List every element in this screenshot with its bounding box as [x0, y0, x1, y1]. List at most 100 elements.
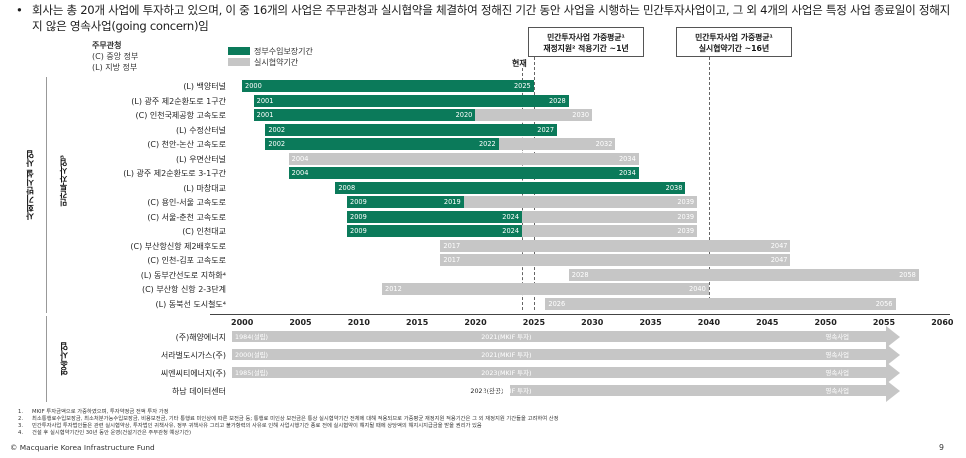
bar-guarantee: 2001 2028	[253, 94, 569, 107]
bar-start-year: 2001	[256, 111, 274, 119]
project-label: (L) 수정산터널	[175, 125, 226, 135]
footnote-4: 4. 건설 후 실시협약기간인 30년 동안 운영(건설기간은 주무관청 예상기간…	[18, 430, 192, 436]
project-label: (L) 동부간선도로 지하화⁴	[140, 270, 226, 280]
bar-start-year: 2017	[443, 256, 461, 264]
legend-gray-swatch	[228, 58, 250, 66]
legend-authority-l: (L) 지방 정부	[92, 63, 138, 72]
callout-concession-period: 민간투자사업 가중평균¹ 실시협약기간 ~16년	[676, 27, 792, 57]
x-axis-tick-label: 2010	[347, 318, 370, 327]
bar-guarantee-end-year: 2024	[502, 227, 520, 235]
header-text: • 회사는 총 20개 사업에 투자하고 있으며, 이 중 16개의 사업은 주…	[14, 2, 959, 34]
bar-start-year: 2009	[350, 212, 367, 221]
project-label: (L) 백양터널	[183, 82, 226, 91]
going-concern-text: 영속사업	[825, 333, 850, 341]
sector-bracket-going	[46, 316, 47, 402]
bar-guarantee-end-year: 2027	[537, 125, 555, 134]
bar-concession: 2028 2058	[568, 268, 919, 281]
bar-start-year: 2001	[256, 96, 274, 105]
bullet-icon: •	[16, 3, 23, 17]
x-axis-tick-label: 2040	[697, 318, 721, 327]
bar-guarantee: 2009 2024	[347, 225, 523, 237]
bar-guarantee-end-year: 2028	[548, 96, 566, 105]
project-label: (L) 동북선 도시철도⁴	[155, 299, 226, 309]
bar-guarantee: 2002 2027	[265, 123, 558, 136]
project-label: (L) 마창대교	[183, 183, 226, 193]
going-concern-text: 2023(MKIF 투자)	[481, 369, 532, 377]
bar-end-year: 2056	[875, 299, 893, 308]
project-label: (C) 인천국제공항 고속도로	[135, 111, 226, 120]
project-label: (C) 인천-김포 고속도로	[147, 256, 226, 265]
legend-green-swatch	[228, 47, 250, 55]
bar-start-year: 2017	[443, 241, 461, 250]
bar-start-year: 2004	[291, 169, 309, 177]
callout-right-line1: 민간투자사업 가중평균¹	[695, 33, 773, 42]
going-concern-text: 1984(설립)	[235, 333, 269, 341]
bar-concession: 2026 2056	[545, 297, 896, 310]
callout-fiscal-support: 민간투자사업 가중평균¹ 재정지원² 적용기간 ~1년	[528, 27, 644, 57]
project-label: (C) 서울-춘천 고속도로	[147, 212, 226, 222]
going-concern-text: 2021(MKIF 투자)	[481, 351, 532, 359]
bar-start-year: 2008	[338, 183, 356, 192]
footnote-2: 2. 최소통행료수입보장금, 최소처분가능수입보장금, 비용보전금, 기타 통행료…	[18, 416, 559, 422]
bar-guarantee: 2000 2025	[242, 80, 534, 92]
arrow-head-icon	[885, 379, 900, 402]
going-concern-arrow: 1985(설립) 2023(MKIF 투자) 영속사업	[232, 367, 886, 378]
bar-start-year: 2026	[548, 299, 566, 308]
bar-end-year: 2040	[689, 285, 706, 293]
going-concern-text: 2021(MKIF 투자)	[481, 333, 532, 341]
bar-start-year: 2002	[268, 140, 286, 148]
copyright: © Macquarie Korea Infrastructure Fund	[10, 443, 155, 452]
callout-left-line2: 재정지원² 적용기간 ~1년	[543, 44, 629, 53]
project-label: (L) 광주 제2순환도로 1구간	[131, 96, 226, 106]
sector-main-label: 사회기반시설 사업	[25, 150, 35, 221]
page-number: 9	[939, 443, 944, 452]
project-label: (C) 부산항신항 제2배후도로	[130, 241, 226, 251]
arrow-head-icon	[885, 325, 900, 348]
going-concern-text: 2023(완공)	[470, 387, 504, 395]
x-axis-tick-label: 2035	[639, 318, 662, 327]
x-axis-tick-label: 2025	[522, 318, 546, 327]
x-axis-tick-label: 2055	[872, 318, 896, 327]
going-concern-arrow: 1984(설립) 2021(MKIF 투자) 영속사업	[232, 331, 886, 342]
bar-end-year: 2034	[618, 154, 636, 163]
footnote-1: 1. MKIF 투자금액으로 가중하였으며, 투자약정금 전액 투자 가정	[18, 409, 169, 415]
going-concern-label: (주)해양에너지	[175, 333, 226, 342]
bar-start-year: 2009	[350, 198, 367, 206]
footnote-3: 3. 민간투자사업 투자법인들은 관련 실시협약상, 투자법인 귀책사유, 정부 …	[18, 423, 482, 429]
bar-guarantee-end-year: 2034	[618, 169, 636, 177]
bar-end-year: 2030	[572, 111, 590, 119]
x-axis-tick-label: 2050	[814, 318, 837, 327]
bar-concession: 2017 2047	[440, 239, 791, 252]
legend-authority-title: 주무관청	[92, 41, 122, 50]
going-concern-text: 영속사업	[825, 369, 850, 377]
going-concern-text: 2024(MKIF 투자)	[481, 387, 532, 395]
project-label: (L) 우면산터널	[175, 154, 226, 164]
bar-concession: 2032	[498, 138, 616, 150]
x-axis-tick-label: 2045	[756, 318, 779, 327]
bar-start-year: 2012	[385, 285, 402, 293]
bar-end-year: 2058	[899, 270, 916, 279]
bar-guarantee-end-year: 2025	[513, 82, 531, 90]
bar-concession: 2039	[522, 210, 698, 223]
going-concern-label: 서라벌도시가스(주)	[160, 351, 226, 360]
bar-start-year: 2000	[245, 82, 262, 90]
bar-start-year: 2009	[350, 227, 367, 235]
bar-end-year: 2032	[595, 140, 613, 148]
bar-end-year: 2039	[677, 198, 695, 206]
x-axis-tick-label: 2020	[464, 318, 487, 327]
going-concern-label: 씨엔씨티에너지(주)	[160, 369, 226, 378]
bar-guarantee-end-year: 2024	[502, 212, 520, 221]
project-label: (C) 용인-서울 고속도로	[147, 198, 226, 207]
bar-start-year: 2004	[291, 154, 309, 163]
bar-start-year: 2028	[571, 270, 589, 279]
going-concern-label: 하남 데이터센터	[171, 387, 226, 396]
going-concern-text: 영속사업	[825, 351, 850, 359]
bar-end-year: 2047	[770, 241, 788, 250]
bar-end-year: 2039	[677, 212, 695, 221]
bar-end-year: 2047	[770, 256, 788, 264]
sector-bracket-infra	[46, 77, 47, 313]
callout-left-line1: 민간투자사업 가중평균¹	[547, 33, 625, 42]
bar-guarantee: 2008 2038	[335, 181, 686, 194]
header-paragraph: 회사는 총 20개 사업에 투자하고 있으며, 이 중 16개의 사업은 주무관…	[32, 3, 951, 33]
marker-line-2040	[708, 57, 710, 310]
